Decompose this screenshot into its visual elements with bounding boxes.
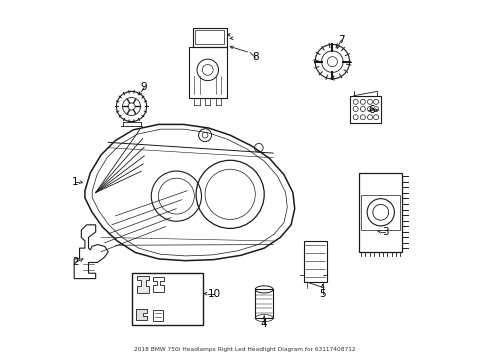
Text: 6: 6 <box>367 105 374 115</box>
Text: 1: 1 <box>72 177 79 187</box>
Text: 5: 5 <box>319 289 325 299</box>
Polygon shape <box>137 276 149 293</box>
Text: 3: 3 <box>381 227 388 237</box>
Text: 4: 4 <box>261 319 267 329</box>
Text: 7: 7 <box>337 35 344 45</box>
Text: 8: 8 <box>251 52 258 62</box>
Text: 2018 BMW 750i Headlamps Right Led Headlight Diagram for 63117408712: 2018 BMW 750i Headlamps Right Led Headli… <box>133 347 355 352</box>
Text: 2: 2 <box>73 257 79 267</box>
Text: 10: 10 <box>207 289 220 299</box>
Text: 9: 9 <box>141 82 147 93</box>
Polygon shape <box>136 309 147 320</box>
